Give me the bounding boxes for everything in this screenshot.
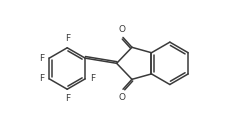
Text: O: O: [118, 25, 125, 34]
Text: F: F: [39, 54, 44, 63]
Text: F: F: [90, 74, 95, 83]
Text: O: O: [118, 93, 125, 102]
Text: F: F: [65, 94, 70, 103]
Text: F: F: [39, 74, 44, 83]
Text: F: F: [65, 34, 70, 43]
